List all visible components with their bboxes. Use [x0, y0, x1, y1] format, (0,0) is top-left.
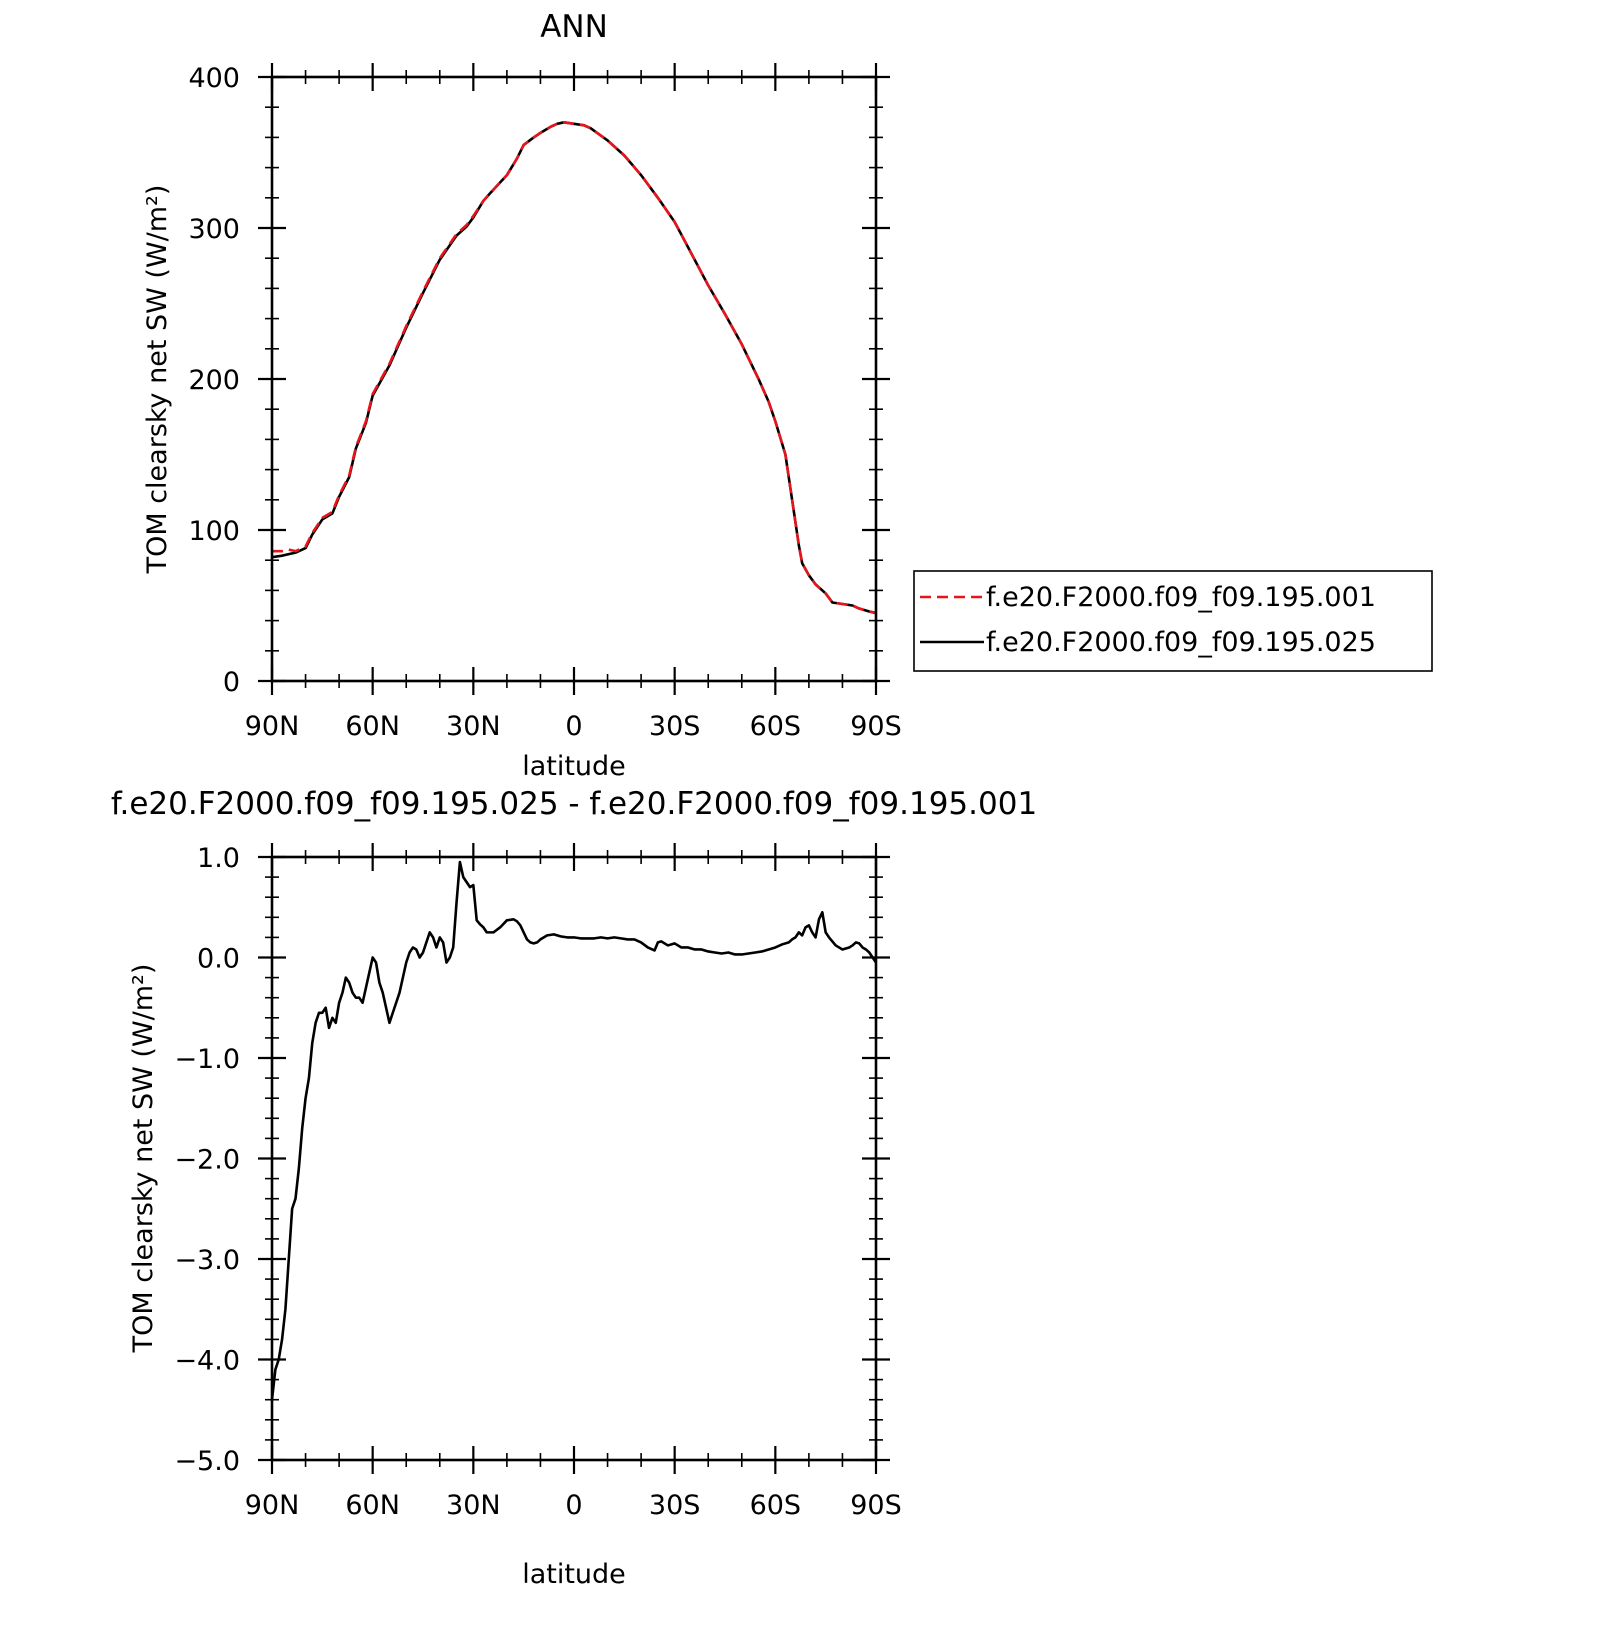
bottom-y-tick-label: −3.0 [174, 1245, 240, 1276]
bottom-plot-frame [270, 855, 878, 1462]
top-y-axis-label: TOM clearsky net SW (W/m²) [142, 185, 173, 575]
bottom-y-tick-label: −1.0 [174, 1044, 240, 1075]
bottom-x-tick-label: 60N [345, 1490, 400, 1521]
bottom-x-tick-label: 30N [446, 1490, 501, 1521]
top-x-tick-label: 60N [345, 711, 400, 742]
top-x-tick-labels: 90N 60N 30N 0 30S 60S 90S [245, 711, 902, 742]
top-y-tick-label: 200 [188, 365, 240, 396]
top-series-line-1 [272, 121, 877, 615]
bottom-y-tick-label: 0.0 [197, 944, 240, 975]
legend-label-series-1: f.e20.F2000.f09_f09.195.001 [986, 582, 1376, 613]
bottom-series [270, 860, 878, 1400]
bottom-x-tick-label: 90S [850, 1490, 902, 1521]
bottom-x-tick-labels: 90N 60N 30N 0 30S 60S 90S [245, 1490, 902, 1521]
top-y-tick-label: 0 [223, 667, 240, 698]
bottom-x-axis-label: latitude [522, 1559, 626, 1590]
top-y-tick-label: 300 [188, 214, 240, 245]
bottom-y-tick-label: −4.0 [174, 1346, 240, 1377]
top-x-tick-label: 30S [649, 711, 701, 742]
top-ticks [258, 63, 890, 695]
bottom-y-axis-label: TOM clearsky net SW (W/m²) [128, 964, 159, 1354]
bottom-y-tick-labels: 1.0 0.0 −1.0 −2.0 −3.0 −4.0 −5.0 [174, 843, 240, 1477]
top-x-tick-label: 30N [446, 711, 501, 742]
legend: f.e20.F2000.f09_f09.195.001 f.e20.F2000.… [913, 570, 1433, 672]
legend-box [913, 570, 1433, 672]
bottom-title: f.e20.F2000.f09_f09.195.025 - f.e20.F200… [111, 786, 1037, 822]
bottom-x-tick-label: 60S [750, 1490, 802, 1521]
bottom-x-tick-label: 90N [245, 1490, 300, 1521]
bottom-y-tick-label: −2.0 [174, 1145, 240, 1176]
bottom-y-tick-label: −5.0 [174, 1446, 240, 1477]
top-x-tick-label: 90N [245, 711, 300, 742]
top-x-tick-label: 90S [850, 711, 902, 742]
top-y-tick-label: 100 [188, 516, 240, 547]
bottom-y-tick-label: 1.0 [197, 843, 240, 874]
top-plot-frame [270, 75, 878, 683]
top-x-axis-label: latitude [522, 751, 626, 782]
top-y-tick-label: 400 [188, 63, 240, 94]
bottom-panel: f.e20.F2000.f09_f09.195.025 - f.e20.F200… [111, 786, 1037, 1590]
legend-label-series-2: f.e20.F2000.f09_f09.195.025 [986, 627, 1376, 658]
top-title: ANN [540, 9, 608, 45]
bottom-series-line-1 [270, 860, 878, 1400]
top-series [271, 121, 877, 615]
top-series-line-2 [271, 121, 877, 615]
top-panel: ANN 90N 60N 30N 0 30S 60S 90S 0 100 200 300 400 la… [142, 9, 902, 782]
bottom-x-tick-label: 30S [649, 1490, 701, 1521]
top-x-tick-label: 60S [750, 711, 802, 742]
bottom-x-tick-label: 0 [565, 1490, 582, 1521]
top-x-tick-label: 0 [565, 711, 582, 742]
top-y-tick-labels: 0 100 200 300 400 [188, 63, 240, 698]
